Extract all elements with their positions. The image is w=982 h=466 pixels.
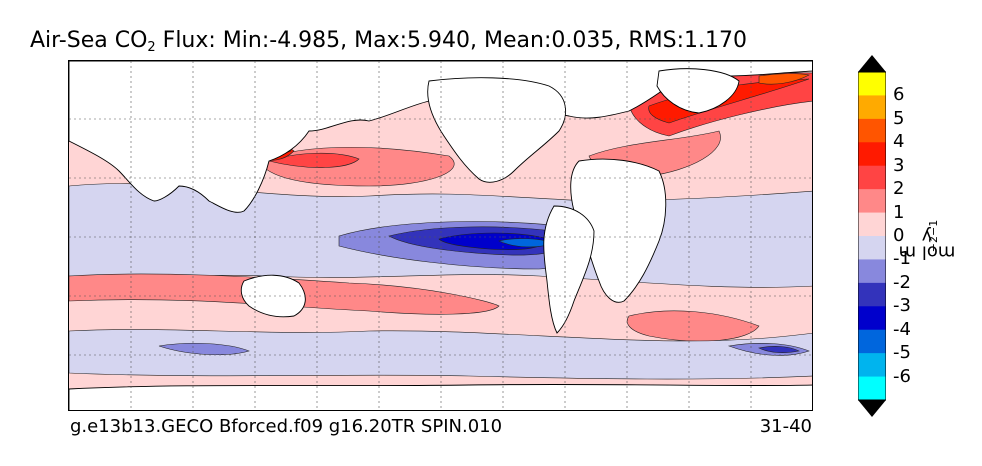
land-south-america [543, 205, 595, 334]
land-antarctica [69, 383, 812, 410]
colorbar-tick-label: -2 [893, 271, 911, 293]
colorbar-cell [858, 165, 886, 190]
land-greenland [656, 68, 740, 114]
colorbar-tick-label: -4 [893, 318, 911, 340]
colorbar-tick-label: 3 [893, 154, 905, 176]
colorbar-cell [858, 259, 886, 284]
colorbar-tick-label: 2 [893, 178, 905, 200]
land-eurasia [69, 61, 812, 213]
graticule [69, 61, 812, 410]
plot-title: Air-Sea CO2 Flux: Min:-4.985, Max:5.940,… [30, 28, 747, 55]
flux-band-south-atlantic-pos [626, 310, 760, 342]
colorbar-border [858, 71, 886, 401]
title-subscript: 2 [147, 40, 156, 55]
title-prefix: Air-Sea CO [30, 28, 148, 53]
colorbar-cell [858, 142, 886, 167]
map-canvas [69, 61, 812, 410]
flux-band-north-pacific-strong [267, 152, 360, 168]
colorbar-tick-label: 5 [893, 107, 905, 129]
land-north-america [427, 77, 566, 183]
colorbar-cell [858, 72, 886, 96]
colorbar-cell [858, 212, 886, 237]
flux-band-southern-ocean-neg3-east [758, 346, 800, 353]
colorbar-tick-label: -5 [893, 342, 911, 364]
colorbar-top-arrow [858, 55, 886, 72]
colorbar-cell [858, 236, 886, 260]
colorbar-bottom-arrow [858, 400, 886, 417]
units-mid: y [921, 225, 933, 247]
colorbar-tick-label: 6 [893, 84, 905, 106]
colorbar-cell [858, 376, 886, 401]
colorbar-cell [858, 189, 886, 214]
colorbar-tick-label: 4 [893, 131, 905, 153]
colorbar-cell [858, 353, 886, 378]
colorbar-cell [858, 306, 886, 331]
colorbar-cell [858, 118, 886, 143]
colorbar-cell [858, 282, 886, 307]
colorbar-tick-label: -6 [893, 365, 911, 387]
colorbar-tick-label: 1 [893, 201, 905, 223]
flux-band-southern-ocean-neg2-west [158, 342, 250, 356]
flux-band-nordic-seas-max [758, 73, 810, 85]
colorbar-tick-label: 0 [893, 225, 905, 246]
colorbar-cell [858, 329, 886, 354]
years-label: 31-40 [759, 416, 812, 437]
colorbar-cell [858, 95, 886, 120]
flux-map [68, 60, 813, 411]
colorbar-tick-label: -1 [893, 248, 911, 270]
colorbar-cells [858, 72, 886, 401]
case-name-label: g.e13b13.GECO Bforced.f09 g16.20TR SPIN.… [70, 416, 503, 437]
colorbar-tick-label: -3 [893, 295, 911, 317]
colorbar [858, 55, 886, 417]
title-stats: Flux: Min:-4.985, Max:5.940, Mean:0.035,… [155, 28, 747, 53]
land-australia [240, 274, 306, 318]
